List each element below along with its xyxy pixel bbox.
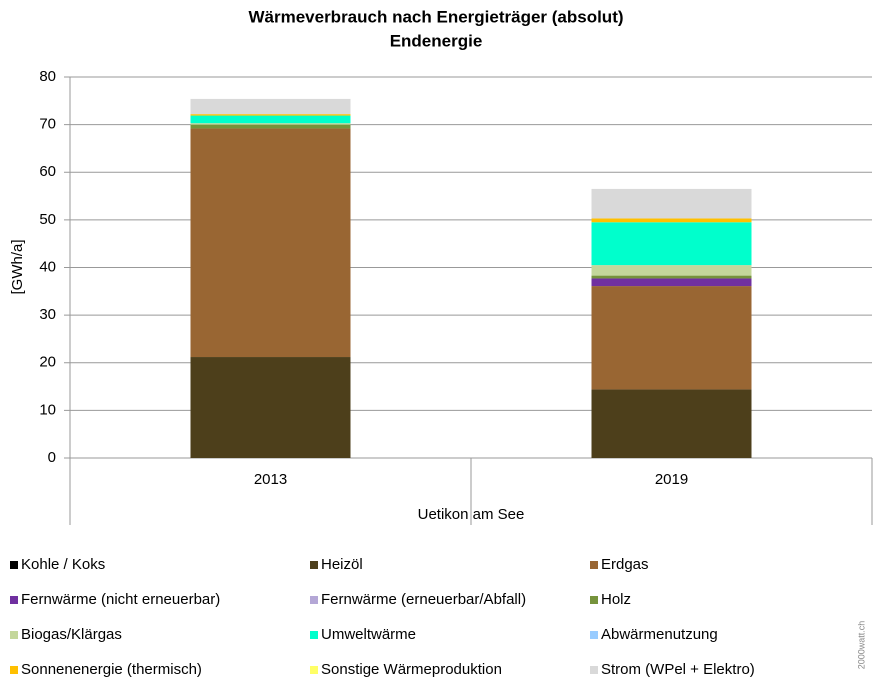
bar-segment xyxy=(591,278,752,287)
legend-label: Biogas/Klärgas xyxy=(21,626,122,643)
watermark: 2000watt.ch xyxy=(856,621,866,670)
legend-swatch xyxy=(590,561,598,569)
y-tick-label: 70 xyxy=(39,116,56,133)
bar-segment xyxy=(190,128,351,358)
bar-segment xyxy=(190,357,351,458)
legend-swatch xyxy=(310,561,318,569)
legend-label: Sonstige Wärmeproduktion xyxy=(321,661,502,678)
bar-segment xyxy=(190,114,351,116)
legend-swatch xyxy=(590,631,598,639)
y-tick-label: 60 xyxy=(39,163,56,180)
bar-segment xyxy=(591,265,752,276)
y-tick-label: 0 xyxy=(48,449,56,466)
legend-label: Sonnenenergie (thermisch) xyxy=(21,661,202,678)
legend-swatch xyxy=(10,666,18,674)
legend-label: Umweltwärme xyxy=(321,626,416,643)
legend-label: Erdgas xyxy=(601,556,649,573)
chart-subtitle: Endenergie xyxy=(390,31,483,50)
bar-segment xyxy=(190,98,351,115)
legend-label: Kohle / Koks xyxy=(21,556,105,573)
bar-segment xyxy=(591,218,752,223)
bar-segment xyxy=(190,124,351,129)
y-axis-label: [GWh/a] xyxy=(9,239,26,294)
y-tick-label: 10 xyxy=(39,401,56,418)
legend-label: Fernwärme (nicht erneuerbar) xyxy=(21,591,220,608)
bar-segment xyxy=(591,222,752,266)
y-tick-label: 30 xyxy=(39,306,56,323)
legend-label: Holz xyxy=(601,591,631,608)
legend-swatch xyxy=(310,596,318,604)
bar-segment xyxy=(190,123,351,125)
legend-swatch xyxy=(10,631,18,639)
bar-segment xyxy=(591,389,752,458)
bar-segment xyxy=(591,286,752,390)
legend-label: Heizöl xyxy=(321,556,363,573)
y-tick-label: 20 xyxy=(39,354,56,371)
bar-segment xyxy=(591,188,752,219)
chart-title: Wärmeverbrauch nach Energieträger (absol… xyxy=(248,7,623,26)
bar-segment xyxy=(591,275,752,279)
legend-swatch xyxy=(10,596,18,604)
bar-segment xyxy=(190,115,351,124)
legend-swatch xyxy=(310,631,318,639)
x-tick-label: 2019 xyxy=(655,471,688,488)
legend-swatch xyxy=(590,596,598,604)
y-tick-label: 80 xyxy=(39,68,56,85)
y-tick-label: 40 xyxy=(39,258,56,275)
x-tick-label: 2013 xyxy=(254,471,287,488)
legend-swatch xyxy=(310,666,318,674)
y-tick-label: 50 xyxy=(39,211,56,228)
legend-swatch xyxy=(10,561,18,569)
legend-label: Strom (WPel + Elektro) xyxy=(601,661,755,678)
legend-label: Abwärmenutzung xyxy=(601,626,718,643)
legend-label: Fernwärme (erneuerbar/Abfall) xyxy=(321,591,526,608)
legend-swatch xyxy=(590,666,598,674)
